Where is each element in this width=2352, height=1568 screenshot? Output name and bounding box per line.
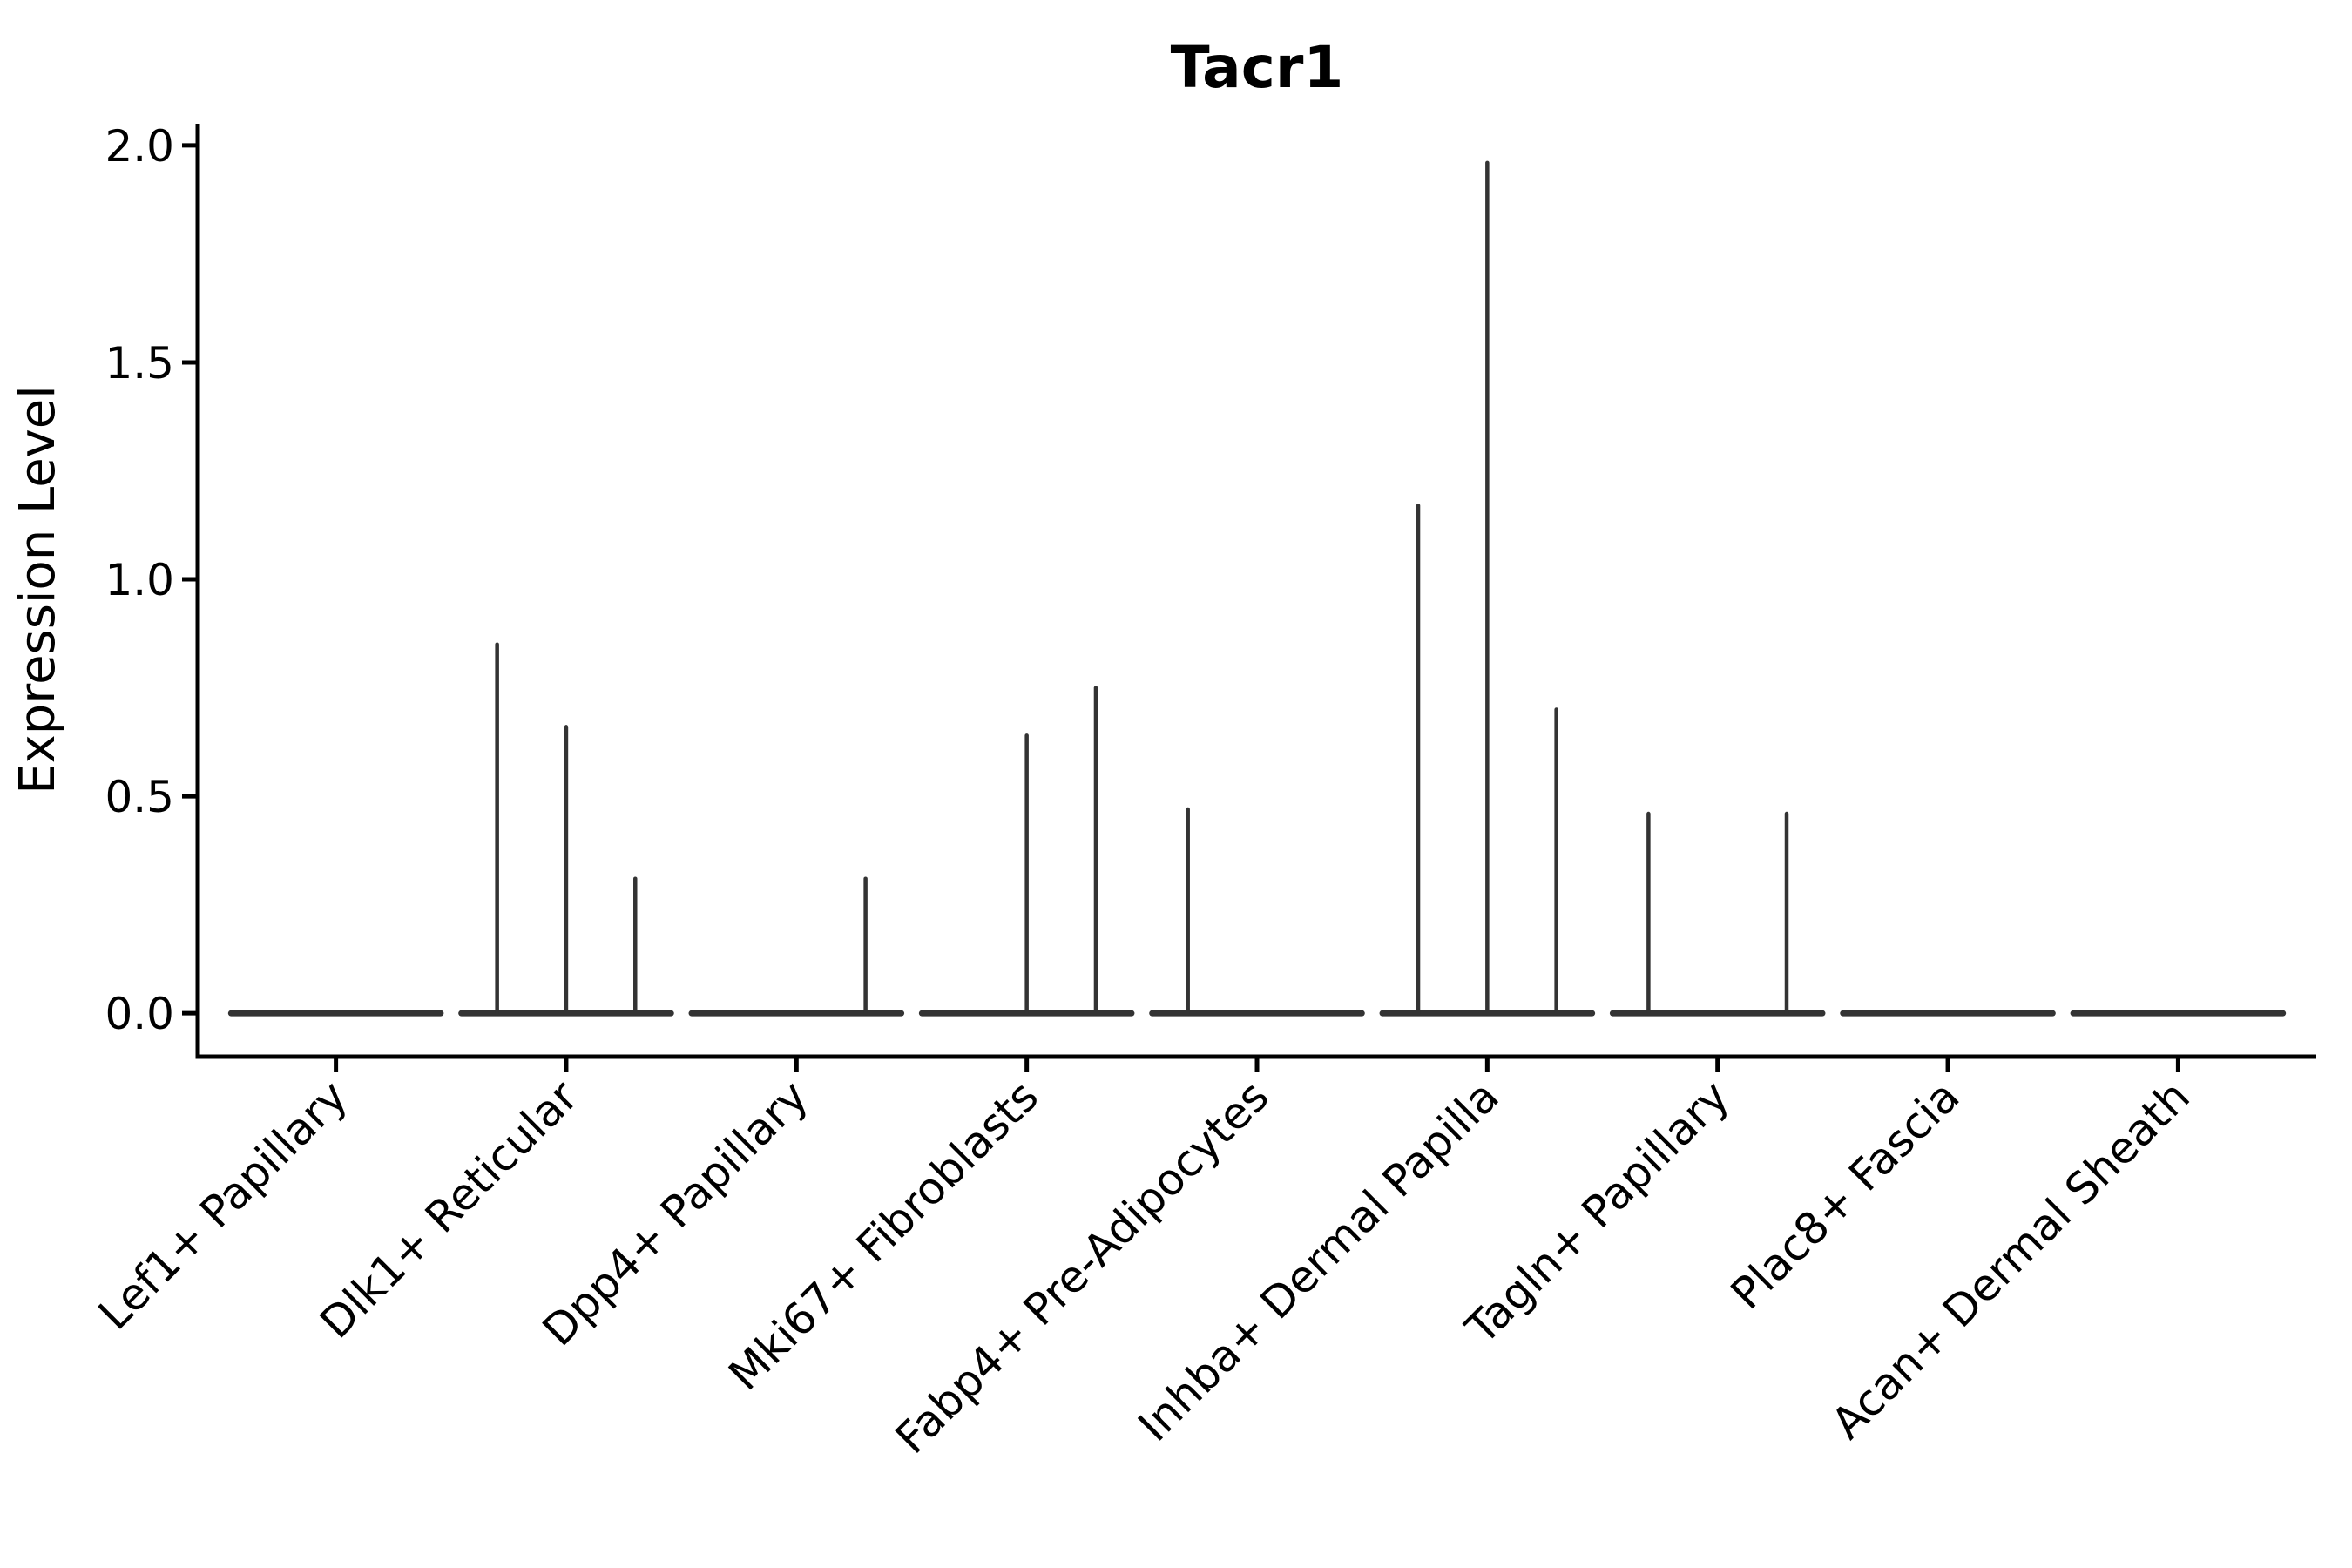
x-tick-label: Fabp4+ Pre-Adipocytes — [886, 1071, 1279, 1463]
x-tick-label: Lef1+ Papillary — [89, 1071, 357, 1339]
y-tick-label: 0.0 — [105, 989, 174, 1039]
chart-title: Tacr1 — [1171, 34, 1344, 101]
y-tick-label: 1.0 — [105, 555, 174, 605]
x-tick-label: Plac8+ Fascia — [1721, 1071, 1970, 1319]
y-tick-label: 0.5 — [105, 772, 174, 822]
y-tick-label: 2.0 — [105, 121, 174, 172]
y-axis-label: Expression Level — [10, 385, 66, 794]
violin-layer — [227, 160, 2287, 1017]
y-tick-label: 1.5 — [105, 338, 174, 389]
